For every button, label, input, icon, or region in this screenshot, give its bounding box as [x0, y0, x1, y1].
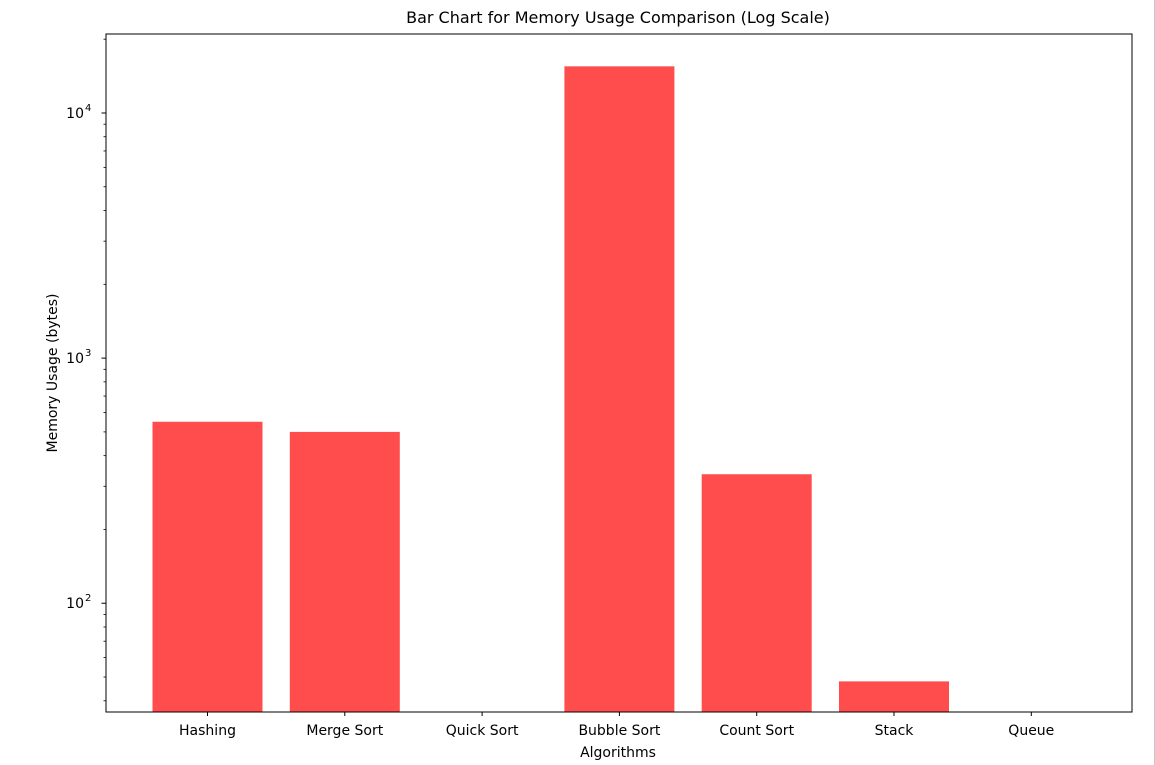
x-tick-label-count-sort: Count Sort: [719, 723, 794, 739]
x-tick-label-quick-sort: Quick Sort: [446, 723, 519, 739]
y-tick-label-exponent: 2: [85, 593, 91, 604]
y-tick-label-exponent: 4: [85, 103, 91, 114]
x-axis-label: Algorithms: [580, 745, 656, 761]
y-axis-label: Memory Usage (bytes): [45, 294, 61, 453]
x-tick-label-merge-sort: Merge Sort: [306, 723, 383, 739]
bar-stack: [839, 681, 949, 712]
x-tick-label-bubble-sort: Bubble Sort: [578, 723, 660, 739]
bar-bubble-sort: [564, 66, 675, 713]
bar-merge-sort: [289, 431, 400, 712]
x-tick-label-stack: Stack: [875, 723, 915, 739]
bar-hashing: [152, 421, 263, 712]
bar-count-sort: [701, 474, 812, 712]
y-tick-label-base: 10: [66, 351, 84, 367]
y-tick-label-exponent: 3: [85, 348, 91, 359]
x-tick-label-hashing: Hashing: [179, 723, 236, 739]
plot-area-frame: [105, 33, 1133, 713]
y-tick-label-base: 10: [66, 596, 84, 612]
bars-layer: [152, 66, 949, 713]
chart-title: Bar Chart for Memory Usage Comparison (L…: [406, 8, 830, 27]
x-axis-ticks: Hashing Merge Sort Quick Sort Bubble Sort Co…: [179, 712, 1054, 739]
x-tick-label-queue: Queue: [1008, 723, 1054, 739]
y-tick-label-base: 10: [66, 106, 84, 122]
